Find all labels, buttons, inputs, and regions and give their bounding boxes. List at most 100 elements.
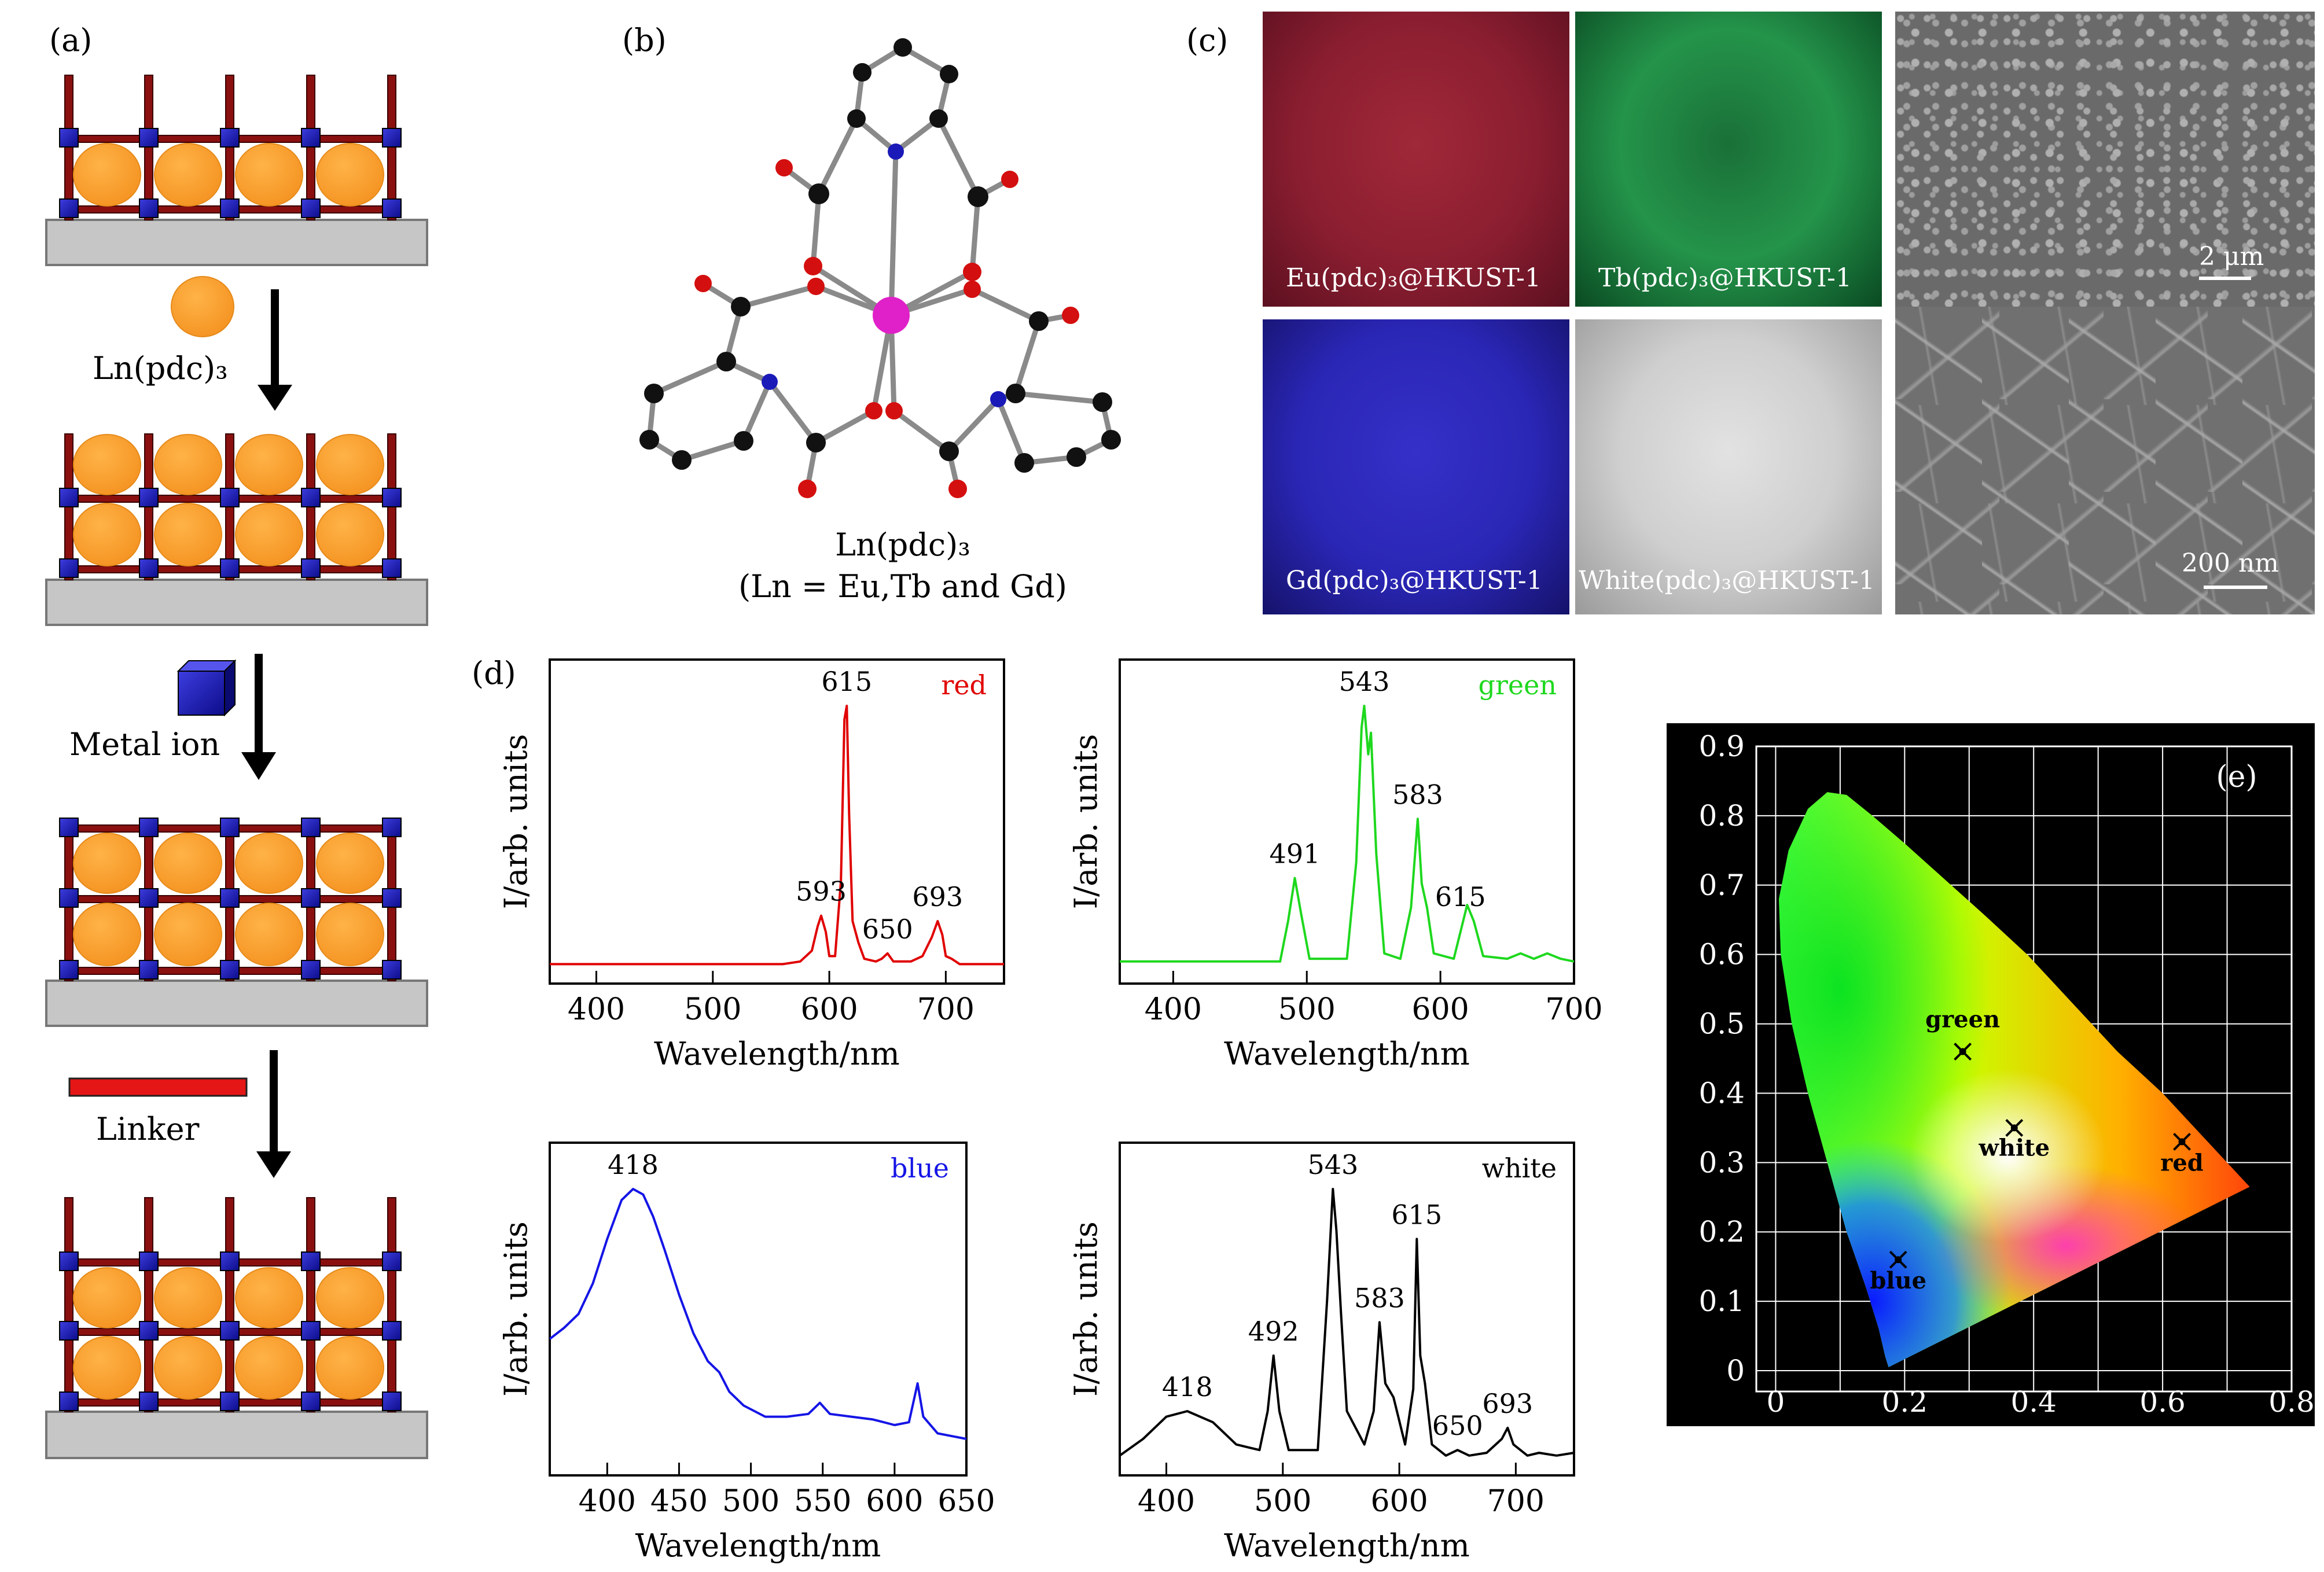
y-tick-label: 0.9 [1698,730,1745,763]
peak-label: 615 [1391,1199,1442,1230]
y-axis-label: I/arb. units [498,734,534,910]
cie-point-label: white [1978,1134,2050,1161]
legend-label: white [1482,1153,1557,1184]
panel-b-label: (b) [622,22,667,58]
x-tick-label: 600 [1411,992,1469,1027]
y-tick-label: 0.3 [1698,1146,1745,1179]
panel-c-label: (c) [1186,22,1229,58]
photo-eu [1263,12,1569,307]
cie-point-label: red [2160,1149,2204,1176]
series-line-blue [549,1188,967,1440]
cie-white-region [1909,1069,2106,1243]
y-tick-label: 0 [1726,1354,1745,1387]
x-tick-label: 600 [800,992,858,1027]
panel-e-label: (e) [2216,760,2257,794]
spectrum-chart-blue: 400 450 500 550 600 650 418 blue Wavelength/nm I/… [498,1142,995,1564]
photo-gd-label: Gd(pdc)₃@HKUST-1 [1286,566,1543,595]
ln-pdc-ball-icon [171,276,234,337]
peak-label: 650 [1432,1410,1483,1441]
sem-bottom-scale-bar [2204,586,2267,589]
peak-label: 693 [912,881,963,912]
x-tick-label: 400 [1138,1484,1195,1519]
peak-label: 615 [1435,881,1486,912]
x-tick-label: 0.8 [2268,1385,2315,1419]
y-tick-label: 0.1 [1698,1284,1745,1318]
peak-label: 543 [1307,1149,1358,1180]
x-tick-label: 650 [937,1484,995,1519]
cie-point-dot-blue [1895,1256,1902,1264]
panel-a-label: (a) [49,22,93,58]
x-tick-label: 550 [794,1484,851,1519]
y-axis-label: I/arb. units [498,1221,534,1397]
metal-ion-cube-icon [176,659,237,717]
molecule-caption-line1: Ln(pdc)₃ [835,527,970,563]
peak-label: 650 [862,914,913,945]
photo-gd [1263,319,1569,614]
step-metal-ion-label: Metal ion [69,726,220,763]
x-tick-label: 600 [1370,1484,1428,1519]
x-tick-label: 0.2 [1882,1385,1928,1419]
x-tick-label: 0 [1767,1385,1785,1419]
x-tick-label: 0.6 [2139,1385,2186,1419]
peak-label: 418 [608,1149,659,1180]
sem-bottom-scale-label: 200 nm [2182,548,2279,578]
linker-bar-icon [68,1077,248,1097]
arrow-down-icon [241,654,276,780]
plot-frame [549,1142,968,1477]
sem-image-bottom [1895,307,2315,614]
cie-chart: 0 0.2 0.4 0.6 0.8 0 0.1 0.2 0.3 0.4 0.5 0.6 0.7 0.8 0.… [1698,730,2315,1419]
y-tick-label: 0.6 [1698,938,1745,971]
peak-label: 492 [1248,1316,1299,1347]
y-tick-label: 0.8 [1698,799,1745,833]
x-tick-label: 700 [1545,992,1602,1027]
peak-label: 583 [1392,779,1443,810]
x-tick-label: 400 [1145,992,1202,1027]
series-line-white [1119,1188,1575,1457]
panel-a-schematic [45,75,428,1459]
peak-label: 418 [1162,1371,1213,1402]
x-axis-label: Wavelength/nm [654,1036,900,1072]
x-axis-label: Wavelength/nm [1224,1036,1470,1072]
cie-point-dot-white [2010,1124,2018,1132]
sem-top-scale-bar [2199,277,2251,280]
stage-3 [45,818,428,1027]
cie-green-region [1779,792,1991,1232]
peak-label: 615 [821,666,872,697]
sem-image-top [1895,12,2315,307]
x-tick-label: 600 [866,1484,923,1519]
x-tick-label: 0.4 [2010,1385,2057,1419]
legend-label: green [1478,669,1557,701]
x-tick-label: 400 [568,992,625,1027]
stage-1 [45,75,428,266]
stage-2 [45,433,428,626]
x-tick-label: 500 [684,992,741,1027]
y-axis-label: I/arb. units [1068,734,1104,910]
photo-eu-label: Eu(pdc)₃@HKUST-1 [1286,263,1541,293]
step-linker-label: Linker [96,1111,200,1147]
cie-point-label: green [1925,1006,2000,1033]
plot-frame [549,658,1005,985]
arrow-down-icon [256,1050,291,1178]
series-line-green [1120,705,1575,963]
x-tick-label: 500 [722,1484,779,1519]
stage-4 [45,1197,428,1459]
peak-label: 583 [1354,1282,1405,1313]
arrow-down-icon [258,289,292,411]
x-tick-label: 700 [917,992,975,1027]
peak-label: 593 [796,876,847,907]
spectrum-chart-green: 400 500 600 700 491 543 583 615 green Wavelength/… [1068,658,1603,1072]
series-line-red [550,705,1004,966]
y-tick-label: 0.7 [1698,868,1745,902]
peak-label: 693 [1482,1388,1533,1419]
step-ln-pdc-label: Ln(pdc)₃ [93,350,228,386]
legend-label: red [941,669,987,701]
legend-label: blue [891,1153,949,1184]
y-tick-label: 0.2 [1698,1215,1745,1249]
metal-center-atom [873,297,910,334]
photo-tb [1575,12,1882,307]
x-tick-label: 400 [579,1484,636,1519]
cie-point-label: blue [1870,1267,1926,1294]
photo-tb-label: Tb(pdc)₃@HKUST-1 [1598,263,1852,293]
